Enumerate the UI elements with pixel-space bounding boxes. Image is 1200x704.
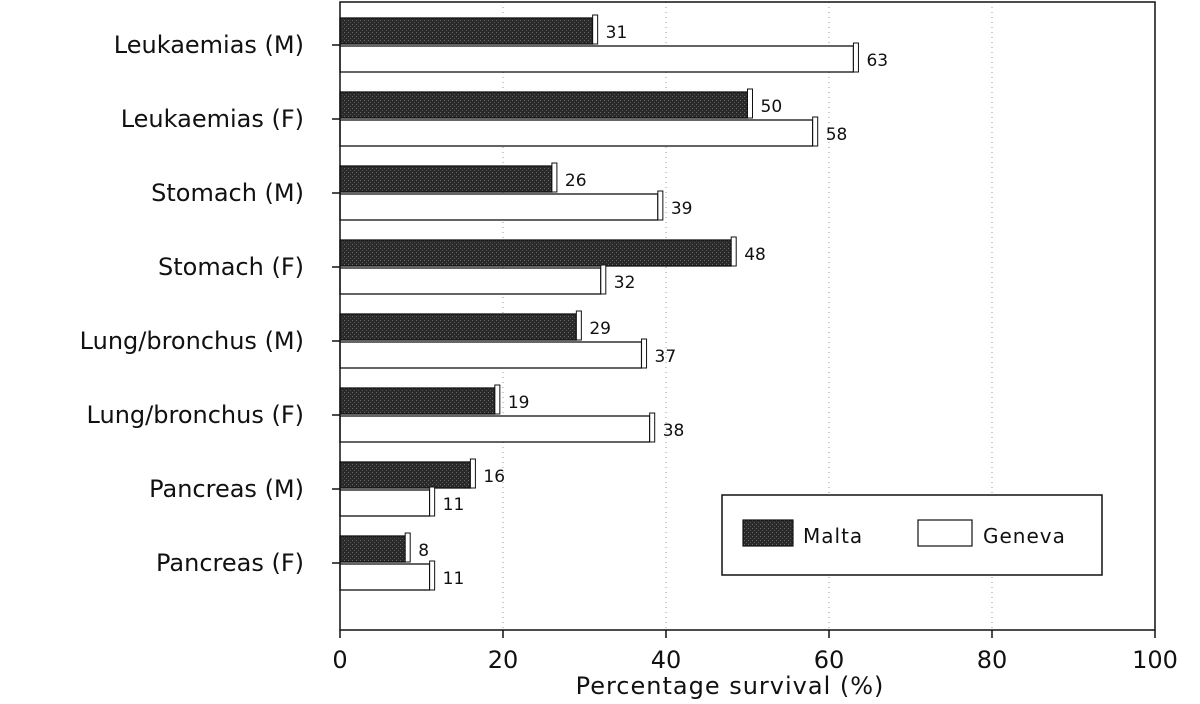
category-label: Leukaemias (M)	[114, 31, 304, 59]
legend-label-malta: Malta	[803, 524, 863, 548]
bar-edge	[404, 532, 411, 563]
bar-malta	[339, 313, 578, 341]
category-label: Stomach (M)	[151, 179, 304, 207]
bar-edge	[469, 458, 476, 489]
bar-edge	[494, 384, 501, 415]
bar-edge	[592, 14, 599, 45]
bar-geneva	[339, 341, 643, 369]
bar-edge	[812, 116, 819, 147]
data-label: 11	[443, 495, 465, 515]
bar-edge	[649, 412, 656, 443]
category-label: Pancreas (M)	[149, 475, 304, 503]
data-label: 19	[508, 393, 530, 413]
data-label: 11	[443, 569, 465, 589]
category-label: Leukaemias (F)	[121, 105, 304, 133]
legend-swatch-malta	[742, 519, 794, 547]
x-tick-label: 0	[332, 646, 347, 674]
bar-geneva	[339, 45, 855, 73]
data-label: 39	[671, 199, 693, 219]
legend-swatch-geneva	[917, 519, 973, 547]
category-label: Lung/bronchus (M)	[80, 327, 304, 355]
data-label: 48	[744, 245, 766, 265]
x-axis-title: Percentage survival (%)	[576, 672, 885, 700]
data-label: 29	[589, 319, 611, 339]
bar-geneva	[339, 119, 814, 147]
bar-edge	[600, 264, 607, 295]
category-label: Stomach (F)	[158, 253, 304, 281]
bar-edge	[852, 42, 859, 73]
bar-malta	[339, 461, 472, 489]
x-tick-label: 80	[977, 646, 1008, 674]
data-label: 63	[866, 51, 888, 71]
legend: Malta Geneva	[721, 494, 1103, 576]
bar-malta	[339, 387, 496, 415]
x-tick-label: 20	[488, 646, 519, 674]
data-label: 38	[663, 421, 685, 441]
data-label: 50	[761, 97, 783, 117]
bar-geneva	[339, 489, 431, 517]
bar-malta	[339, 535, 406, 563]
bar-malta	[339, 17, 594, 45]
bar-edge	[429, 486, 436, 517]
data-label: 32	[614, 273, 636, 293]
bar-edge	[730, 236, 737, 267]
data-label: 37	[655, 347, 677, 367]
legend-label-geneva: Geneva	[983, 524, 1066, 548]
bar-geneva	[339, 563, 431, 591]
plot-frame	[332, 1, 1156, 638]
bar-edge	[429, 560, 436, 591]
category-label: Pancreas (F)	[156, 549, 304, 577]
x-tick-label: 60	[814, 646, 845, 674]
bar-edge	[641, 338, 648, 369]
bars	[339, 14, 859, 591]
x-tick-label: 100	[1132, 646, 1178, 674]
labels: 31 63 Leukaemias (M) 50 58 Leukaemias (F) 26 39…	[80, 23, 1178, 674]
bar-edge	[551, 162, 558, 193]
bar-edge	[657, 190, 664, 221]
x-tick-label: 40	[651, 646, 682, 674]
data-label: 16	[483, 467, 505, 487]
data-label: 58	[826, 125, 848, 145]
plot-border	[339, 1, 1156, 631]
bar-geneva	[339, 415, 651, 443]
bar-geneva	[339, 193, 659, 221]
bar-malta	[339, 165, 553, 193]
bar-edge	[575, 310, 582, 341]
bar-edge	[747, 88, 753, 119]
data-label: 8	[418, 541, 429, 561]
bar-malta	[339, 91, 749, 119]
bar-geneva	[339, 267, 602, 295]
data-label: 31	[606, 23, 628, 43]
category-label: Lung/bronchus (F)	[87, 401, 304, 429]
data-label: 26	[565, 171, 587, 191]
bar-malta	[339, 239, 732, 267]
